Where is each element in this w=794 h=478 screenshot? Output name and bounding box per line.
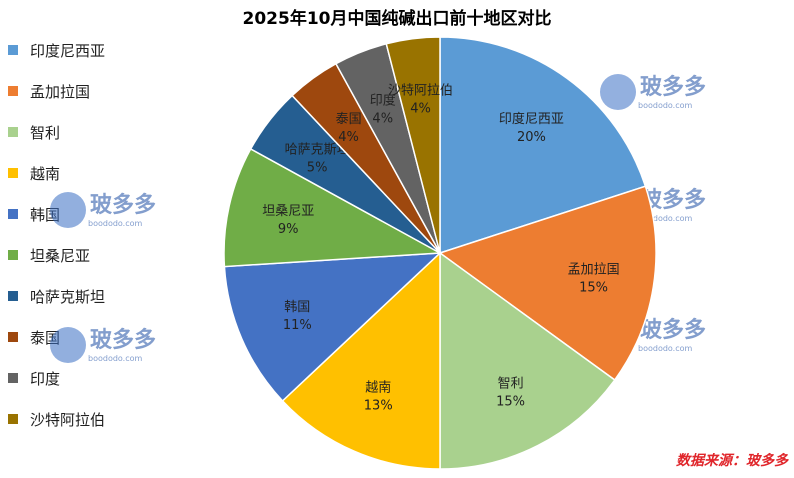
legend-item: 越南 [8, 163, 178, 183]
slice-percent-label: 4% [410, 102, 431, 117]
pie-slice [281, 251, 441, 470]
slice-category-label: 哈萨克斯坦 [285, 143, 350, 158]
legend-item: 印度 [8, 368, 178, 388]
legend-swatch [8, 45, 18, 55]
chart-title: 2025年10月中国纯碱出口前十地区对比 [242, 9, 552, 29]
watermark-globe-icon [50, 327, 86, 363]
pie-slice [385, 36, 441, 254]
slice-category-label: 韩国 [284, 300, 310, 315]
watermark-globe-icon [600, 74, 636, 110]
legend-item: 智利 [8, 122, 178, 142]
legend-label: 沙特阿拉伯 [30, 411, 106, 429]
legend-label: 印度 [30, 370, 61, 388]
pie-slice [439, 251, 616, 470]
slice-category-label: 印度尼西亚 [499, 111, 564, 127]
watermark-site: boododo.com [638, 214, 693, 223]
slice-category-label: 沙特阿拉伯 [388, 84, 453, 99]
slice-category-label: 印度 [370, 92, 396, 108]
pie-slice [439, 36, 647, 255]
legend-swatch [8, 209, 18, 219]
watermark-site: boododo.com [88, 354, 143, 363]
legend-label: 印度尼西亚 [30, 42, 106, 60]
slice-category-label: 智利 [498, 377, 524, 392]
slice-percent-label: 9% [278, 222, 299, 237]
legend-item: 印度尼西亚 [8, 40, 178, 60]
watermark-site: boododo.com [638, 344, 693, 353]
pie-slice [223, 147, 443, 268]
pie-slice [438, 185, 657, 382]
slice-percent-label: 15% [579, 280, 608, 295]
data-source-note: 数据来源：玻多多 [676, 453, 788, 469]
legend-item: 哈萨克斯坦 [8, 286, 178, 306]
watermark-globe-icon [50, 192, 86, 228]
legend-item: 坦桑尼亚 [8, 245, 178, 265]
legend-swatch [8, 414, 18, 424]
watermark-site: boododo.com [88, 219, 143, 228]
slice-percent-label: 20% [517, 130, 546, 145]
slice-percent-label: 4% [372, 111, 393, 126]
legend-swatch [8, 332, 18, 342]
slice-percent-label: 11% [283, 318, 312, 333]
legend-label: 坦桑尼亚 [30, 247, 91, 265]
legend-swatch [8, 168, 18, 178]
watermark-brand: 玻多多 [640, 317, 706, 343]
slice-percent-label: 13% [364, 399, 393, 414]
legend-label: 哈萨克斯坦 [30, 288, 106, 306]
legend-swatch [8, 373, 18, 383]
slice-category-label: 坦桑尼亚 [262, 204, 314, 219]
legend-label: 越南 [30, 165, 61, 183]
pie-slice [223, 252, 443, 402]
slice-percent-label: 15% [496, 395, 525, 410]
watermark-brand: 玻多多 [90, 192, 156, 218]
watermark-brand: 玻多多 [640, 74, 706, 100]
legend-swatch [8, 250, 18, 260]
slice-percent-label: 4% [338, 130, 359, 145]
slice-category-label: 孟加拉国 [568, 262, 620, 277]
legend-swatch [8, 127, 18, 137]
watermark-site: boododo.com [638, 101, 693, 110]
legend-swatch [8, 291, 18, 301]
slice-category-label: 越南 [365, 380, 391, 396]
legend-item: 孟加拉国 [8, 81, 178, 101]
legend-label: 孟加拉国 [30, 83, 91, 101]
legend-label: 智利 [30, 124, 61, 142]
watermark-brand: 玻多多 [90, 327, 156, 353]
slice-percent-label: 5% [307, 161, 328, 176]
slice-category-label: 泰国 [336, 112, 362, 127]
legend-swatch [8, 86, 18, 96]
legend-item: 沙特阿拉伯 [8, 409, 178, 429]
